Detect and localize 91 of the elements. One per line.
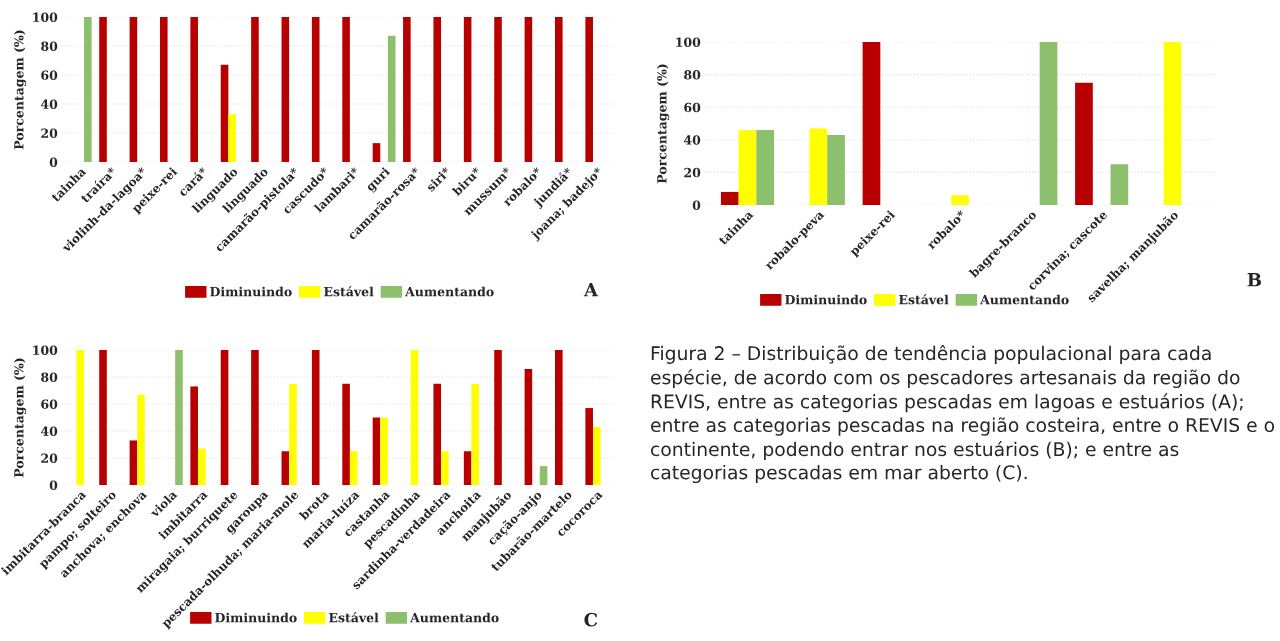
y-tick-label: 40 <box>40 99 58 109</box>
y-tick-label: 0 <box>692 200 701 210</box>
bar <box>190 386 198 485</box>
y-tick-label: 20 <box>41 128 58 138</box>
bar <box>592 426 601 485</box>
bar <box>1075 82 1093 205</box>
legend-label: Diminuindo <box>785 294 867 305</box>
bar <box>720 191 739 205</box>
bar <box>756 130 775 205</box>
legend-label: Aumentando <box>405 286 494 297</box>
bar <box>129 440 138 485</box>
bar <box>387 35 396 162</box>
bar <box>76 350 85 485</box>
y-tick-label: 0 <box>49 157 58 167</box>
bar <box>433 17 442 162</box>
text: C <box>584 612 598 627</box>
y-axis-title: Porcentagem (%) <box>656 64 670 184</box>
bar <box>585 17 593 162</box>
bar <box>554 17 563 162</box>
bar <box>433 383 442 485</box>
bar <box>220 350 229 485</box>
legend-label: Estável <box>329 612 379 623</box>
bar <box>494 350 502 485</box>
y-tick-label: 100 <box>676 37 701 47</box>
y-axis-title: Porcentagem (%) <box>13 358 27 478</box>
y-tick-label: 60 <box>41 70 58 80</box>
bar <box>311 17 320 162</box>
bar <box>494 17 502 162</box>
legend-label: Diminuindo <box>210 286 292 297</box>
bar <box>342 383 350 485</box>
bar <box>524 17 533 162</box>
bar <box>1163 42 1182 205</box>
bar <box>197 448 206 485</box>
bar <box>159 17 168 162</box>
y-tick-label: 80 <box>41 41 58 51</box>
bar <box>372 417 381 485</box>
bar <box>463 451 472 485</box>
bar <box>228 114 236 162</box>
text: A <box>583 283 599 297</box>
bar <box>349 451 358 485</box>
bar <box>281 17 290 162</box>
bar <box>342 17 350 162</box>
bar <box>471 383 480 485</box>
bar <box>585 408 593 485</box>
y-tick-label: 60 <box>684 102 701 113</box>
bar <box>827 134 845 205</box>
y-tick-label: 0 <box>49 480 58 490</box>
y-tick-label: 100 <box>33 12 58 22</box>
legend-label: Aumentando <box>410 612 499 623</box>
text: B <box>1247 273 1261 287</box>
bar <box>441 451 449 485</box>
legend-label: Estável <box>899 294 949 305</box>
y-tick-label: 60 <box>41 399 58 409</box>
y-tick-label: 20 <box>684 167 701 178</box>
y-tick-label: 80 <box>684 70 701 80</box>
bar <box>463 17 472 162</box>
bar <box>539 466 548 485</box>
y-tick-label: 100 <box>33 345 58 355</box>
y-tick-label: 40 <box>40 426 58 436</box>
bar <box>1039 42 1058 205</box>
bar <box>220 64 229 162</box>
bar <box>289 383 297 485</box>
y-axis-title: Porcentagem (%) <box>13 30 27 150</box>
bar <box>175 350 183 485</box>
bar <box>1110 164 1129 205</box>
bar <box>84 17 92 162</box>
y-tick-label: 20 <box>41 453 58 463</box>
legend-label: Aumentando <box>980 294 1069 305</box>
bar <box>524 368 533 485</box>
y-tick-label: 80 <box>41 372 58 382</box>
bar <box>410 350 419 485</box>
legend-label: Estável <box>324 286 374 297</box>
bar <box>190 17 198 162</box>
bar <box>251 350 259 485</box>
bar <box>137 394 145 485</box>
bar <box>372 143 381 162</box>
bar <box>738 130 757 205</box>
bar <box>281 451 290 485</box>
bar <box>99 350 107 485</box>
bar <box>311 350 320 485</box>
bar <box>554 350 563 485</box>
bar <box>380 417 388 485</box>
bar <box>129 17 138 162</box>
bar <box>809 128 828 205</box>
bar <box>251 17 259 162</box>
bar <box>99 17 107 162</box>
y-tick-label: 40 <box>683 135 701 145</box>
text: Figura 2 – Distribuição de tendência populacional para cada espécie, de acordo com os pescadores artesanais da região do REVIS, entre as categorias pescadas em lagoas e estuários (A); entre as categorias pescadas na região costeira, entre o REVIS e o continente, podendo entrar nos estuários (B); e entre as categorias pescadas em mar aberto (C). <box>651 345 1275 484</box>
bar <box>403 17 411 162</box>
bar <box>862 42 881 205</box>
bar <box>951 195 969 205</box>
